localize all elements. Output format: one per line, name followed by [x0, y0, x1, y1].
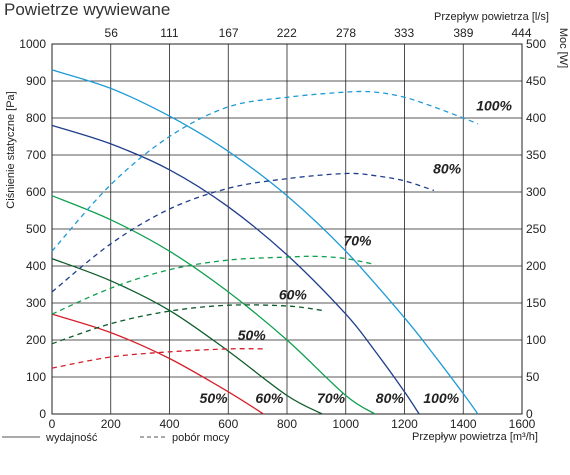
- y-tick-label: 900: [26, 74, 46, 88]
- chart-title: Powietrze wywiewane: [4, 0, 170, 19]
- curve-label: 50%: [238, 327, 267, 343]
- top-axis-title: Przepływ powietrza [l/s]: [434, 11, 549, 23]
- y-tick-label: 500: [26, 222, 46, 236]
- curve-power-50pct: [51, 348, 264, 369]
- y-tick-label: 700: [26, 148, 46, 162]
- x2-tick-label: 278: [336, 26, 356, 40]
- x2-tick-label: 444: [512, 26, 532, 40]
- x2-tick-label: 56: [105, 26, 119, 40]
- curve-labels: 100% 80% 70% 60% 50% 50% 60% 70% 80% 100%: [200, 98, 513, 406]
- y-tick-label: 100: [26, 370, 46, 384]
- y-axis-title: Ciśnienie statyczne [Pa]: [5, 91, 17, 208]
- curve-performance-50pct: [51, 313, 264, 415]
- y2-tick-label: 100: [526, 333, 546, 347]
- x2-tick-label: 167: [219, 26, 239, 40]
- y-tick-label: 300: [26, 296, 46, 310]
- curve-label: 100%: [423, 390, 459, 406]
- y2-tick-label: 200: [526, 259, 546, 273]
- y-tick-label: 200: [26, 333, 46, 347]
- y-tick-label: 800: [26, 111, 46, 125]
- y2-tick-label: 50: [526, 370, 540, 384]
- x2-tick-label: 333: [394, 26, 414, 40]
- x-tick-label: 200: [101, 417, 121, 431]
- x-tick-label: 400: [159, 417, 179, 431]
- legend-label-power: pobór mocy: [172, 432, 230, 444]
- curve-performance-100pct: [51, 69, 479, 415]
- y-tick-label: 1000: [19, 37, 46, 51]
- curve-label: 50%: [200, 390, 229, 406]
- y2-tick-label: 250: [526, 222, 546, 236]
- curve-performance-60pct: [51, 257, 323, 415]
- y-tick-label: 600: [26, 185, 46, 199]
- x-tick-label: 1200: [391, 417, 418, 431]
- legend-label-performance: wydajność: [45, 432, 98, 444]
- x-axis-title: Przepływ powietrza [m³/h]: [412, 431, 538, 443]
- curve-label: 60%: [279, 286, 308, 302]
- x-tick-label: 1400: [450, 417, 477, 431]
- x-tick-label: 1600: [509, 417, 536, 431]
- y2-tick-label: 400: [526, 111, 546, 125]
- curve-label: 70%: [343, 232, 372, 248]
- curve-label: 70%: [317, 390, 346, 406]
- y-tick-label: 0: [39, 407, 46, 421]
- y2-tick-label: 150: [526, 296, 546, 310]
- y2-tick-label: 350: [526, 148, 546, 162]
- x2-tick-label: 389: [453, 26, 473, 40]
- curve-label: 60%: [255, 390, 284, 406]
- y2-tick-label: 0: [526, 407, 533, 421]
- curves: [51, 69, 479, 415]
- tick-labels: 0 200 400 600 800 1000 1200 1400 160001002003004…: [19, 26, 546, 431]
- y2-tick-label: 450: [526, 74, 546, 88]
- curve-power-80pct: [51, 172, 435, 293]
- curve-performance-80pct: [51, 124, 420, 415]
- curve-label: 80%: [376, 390, 405, 406]
- y2-tick-label: 300: [526, 185, 546, 199]
- x-tick-label: 800: [277, 417, 297, 431]
- legend: wydajność pobór mocy: [2, 432, 230, 444]
- curve-power-70pct: [51, 255, 376, 315]
- y2-tick-label: 500: [526, 37, 546, 51]
- y2-axis-title: Moc [W]: [557, 28, 569, 68]
- x-tick-label: 1000: [332, 417, 359, 431]
- grid-lines: [52, 44, 522, 414]
- x-tick-label: 600: [218, 417, 238, 431]
- curve-performance-70pct: [51, 195, 376, 415]
- curve-label: 100%: [476, 98, 512, 114]
- curve-power-100pct: [51, 90, 479, 252]
- x2-tick-label: 111: [160, 26, 179, 40]
- x2-tick-label: 222: [277, 26, 297, 40]
- curve-label: 80%: [433, 161, 462, 177]
- y-tick-label: 400: [26, 259, 46, 273]
- x-tick-label: 0: [49, 417, 56, 431]
- curve-power-60pct: [51, 304, 323, 345]
